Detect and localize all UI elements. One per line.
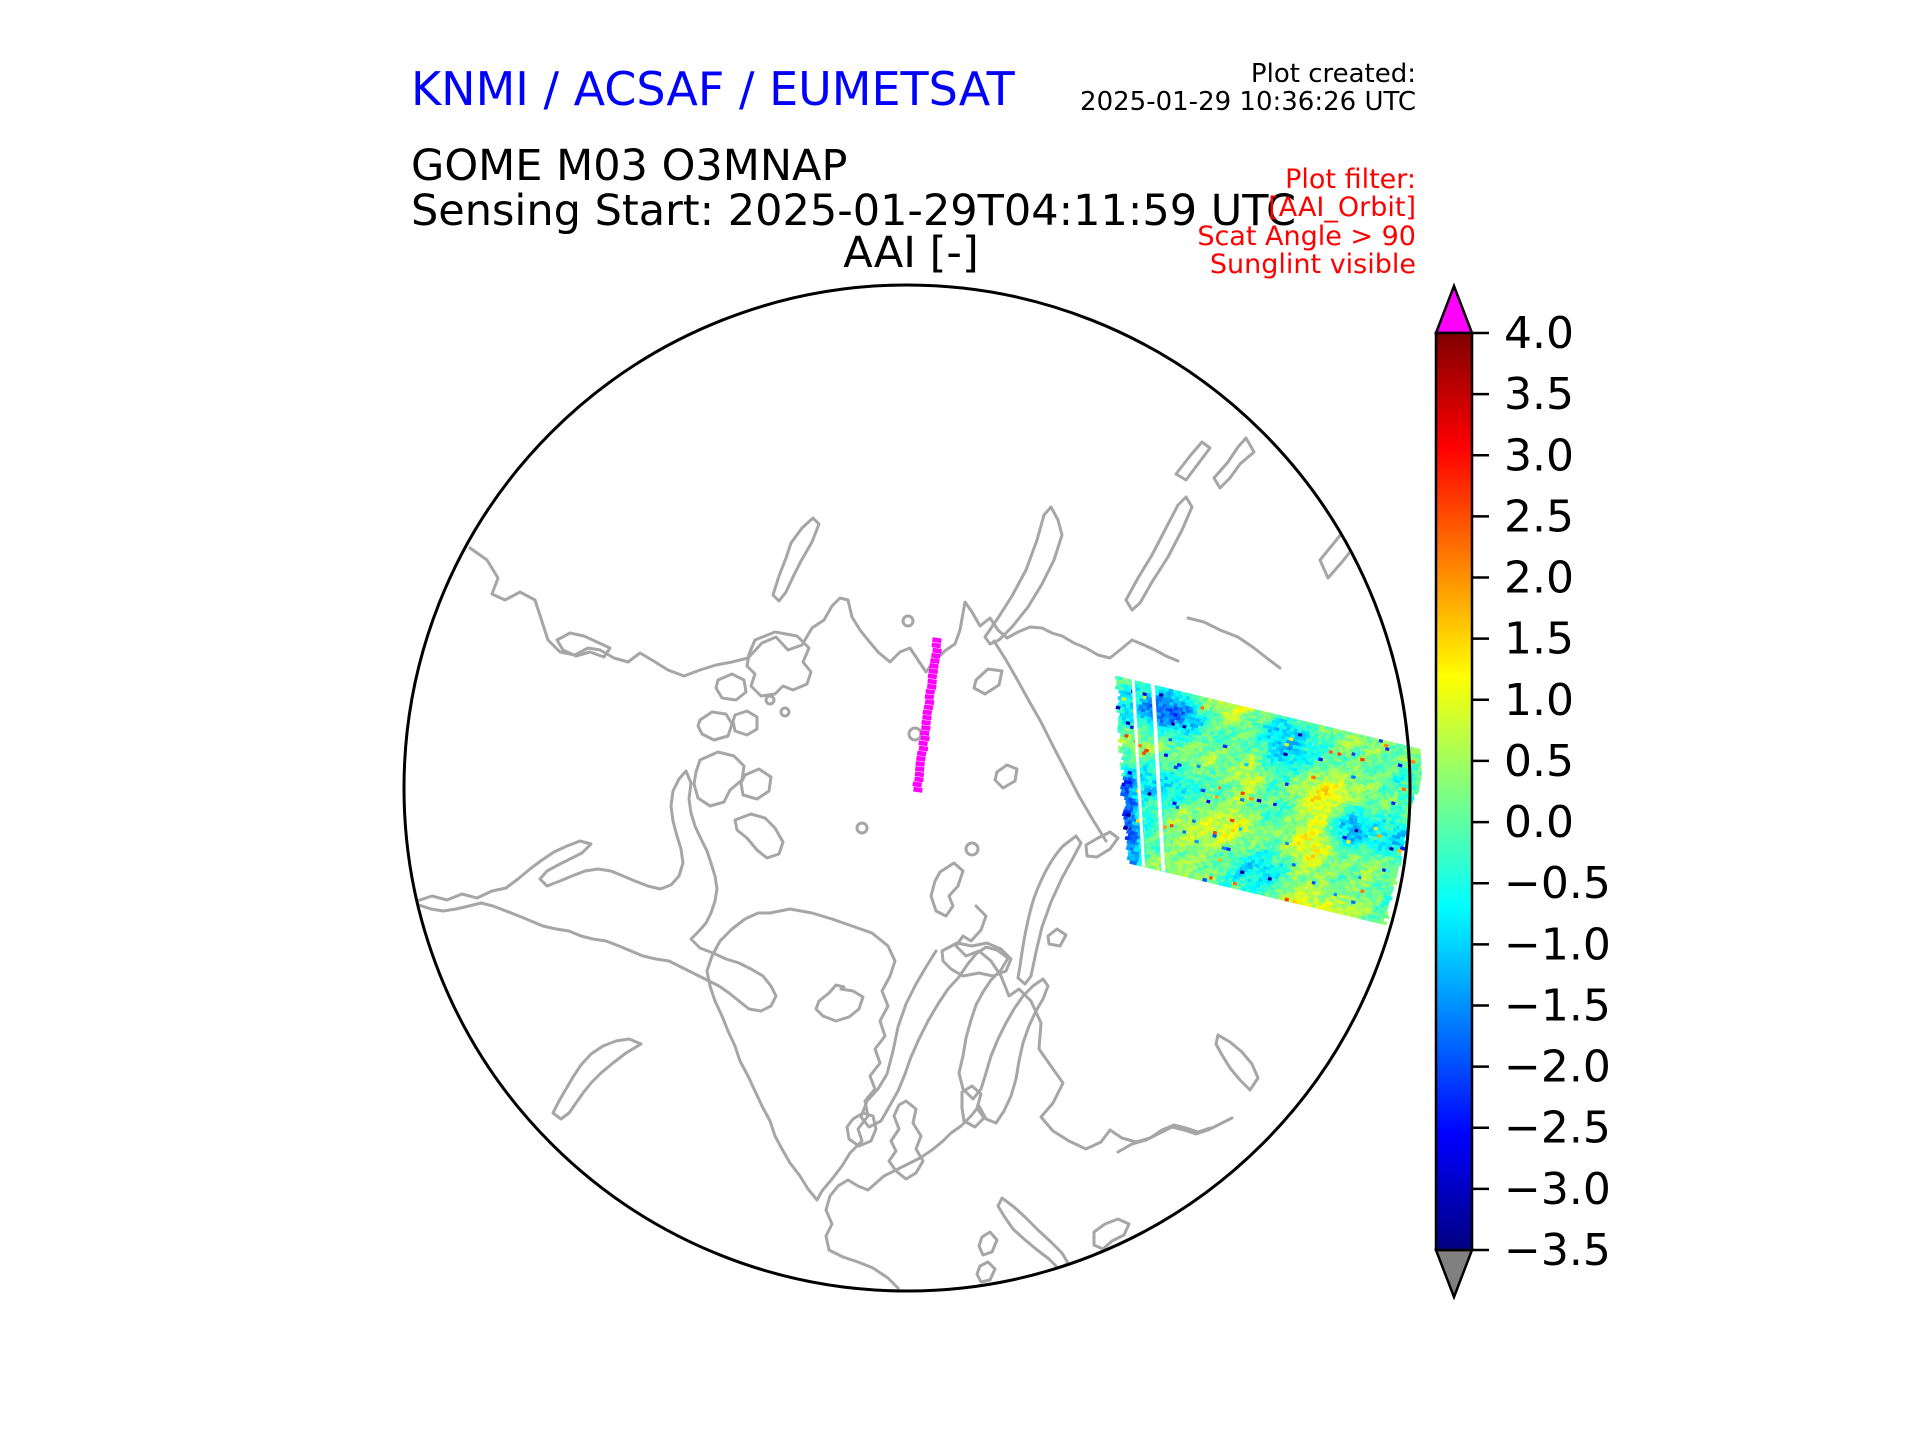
- colorbar-tick-label: −3.0: [1504, 1164, 1611, 1215]
- coastline-labrador: [551, 1037, 643, 1121]
- colorbar-gradient-bar: [1434, 331, 1474, 1252]
- coastline-archipelago-7: [733, 812, 785, 860]
- coastline-corsica: [977, 1230, 999, 1257]
- colorbar-tick-label: −2.5: [1504, 1103, 1611, 1154]
- colorbar-ticks: 4.0 3.5 3.0 2.5 2.0 1.5 1.0 0.5 0.0 −0.5 −1.0 −1.5 −…: [1472, 308, 1611, 1276]
- swath-gap-line: [1150, 681, 1166, 872]
- coastline-archipelago-5: [692, 750, 746, 808]
- filter-line: [AAI_Orbit]: [1268, 192, 1416, 224]
- coastline-scandinavia: [859, 945, 1050, 1143]
- coastline-archipelago-4: [731, 709, 759, 737]
- colorbar: 4.0 3.5 3.0 2.5 2.0 1.5 1.0 0.5 0.0 −0.5 −1.0 −1.5 −…: [1434, 282, 1611, 1301]
- colorbar-tick-label: 4.0: [1504, 308, 1574, 359]
- coastline-iceland: [814, 983, 865, 1023]
- coastline-black-sea: [1116, 1116, 1234, 1154]
- filter-line: Scat Angle > 90: [1197, 220, 1416, 252]
- small-island-icon: [907, 726, 923, 742]
- coastline-novaya-zemlya-south: [1016, 834, 1083, 986]
- coastline-strait-1: [1124, 495, 1194, 612]
- coastline-chukotka: [983, 505, 1064, 646]
- product-title: GOME M03 O3MNAP: [411, 141, 848, 191]
- colorbar-tick-label: −3.5: [1504, 1225, 1611, 1276]
- coastline-island-b: [993, 763, 1019, 790]
- coastline-balkans: [1092, 1217, 1131, 1251]
- coastline-northeast-edge: [1318, 484, 1392, 580]
- coastline-archipelago-6: [739, 767, 773, 801]
- plot-created-time: 2025-01-29 10:36:26 UTC: [1080, 87, 1416, 118]
- coastline-north-america: [415, 769, 778, 1013]
- plot-created-block: Plot created: 2025-01-29 10:36:26 UTC: [1080, 60, 1416, 116]
- aai-data-swath: [1114, 675, 1422, 926]
- coastline-island-a: [972, 667, 1004, 696]
- small-island-icon: [855, 821, 869, 835]
- small-island-icon: [764, 694, 776, 706]
- coastline-archipelago-1: [745, 630, 813, 698]
- map-title: AAI [-]: [843, 228, 979, 278]
- colorbar-over-arrow: [1434, 282, 1474, 335]
- coastline-great-britain: [887, 1099, 925, 1181]
- map-boundary-circle: [402, 283, 1412, 1293]
- small-island-icon: [779, 706, 791, 718]
- coastline-russia-south: [954, 904, 1212, 1151]
- filter-line: Plot filter:: [1285, 164, 1416, 195]
- organization-title: KNMI / ACSAF / EUMETSAT: [411, 62, 1015, 116]
- coastline-archipelago-3: [696, 710, 734, 742]
- filter-line: Sunglint visible: [1209, 249, 1416, 281]
- colorbar-tick-label: 2.0: [1504, 553, 1574, 604]
- colorbar-tick-label: −2.0: [1504, 1042, 1611, 1093]
- colorbar-tick-label: 2.5: [1504, 491, 1574, 542]
- colorbar-tick-label: −1.0: [1504, 919, 1611, 970]
- coastline-kara: [992, 639, 1108, 843]
- coastline-vaygach: [1046, 927, 1068, 948]
- colorbar-tick-label: 3.5: [1504, 369, 1574, 420]
- plot-created-label: Plot created:: [1250, 59, 1416, 89]
- coastline-yamal: [1214, 1033, 1260, 1092]
- plot-filter-block: Plot filter: [AAI_Orbit] Scat Angle > 90 Su…: [1197, 164, 1416, 281]
- saturated-track-streak: [912, 637, 942, 793]
- coastline-kolguyev: [964, 841, 980, 857]
- coastline-archipelago-2: [714, 672, 748, 702]
- swath-gap-line: [1131, 676, 1146, 867]
- coastline-east-shore: [1186, 616, 1282, 670]
- coastline-strait-2: [1174, 440, 1212, 482]
- colorbar-tick-label: 3.0: [1504, 430, 1574, 481]
- coastline-greenland: [705, 907, 897, 1202]
- coastline-kanin: [929, 861, 965, 918]
- colorbar-tick-label: −0.5: [1504, 858, 1611, 909]
- coastline-strait-3: [1212, 436, 1256, 490]
- colorbar-tick-label: 1.5: [1504, 614, 1574, 665]
- coastline-lagoon: [555, 631, 612, 659]
- sensing-start-label: Sensing Start: 2025-01-29T04:11:59 UTC: [411, 186, 1296, 236]
- small-island-icon: [901, 614, 915, 628]
- colorbar-tick-label: 1.0: [1504, 675, 1574, 726]
- coastline-kola: [940, 941, 1013, 978]
- coastline-europe-main: [824, 1139, 945, 1290]
- coastline-novaya-zemlya-north: [1084, 830, 1120, 859]
- coastline-sardinia: [975, 1260, 997, 1284]
- colorbar-tick-label: −1.5: [1504, 980, 1611, 1031]
- coastline-wrangel: [771, 516, 821, 603]
- colorbar-under-arrow: [1434, 1248, 1474, 1301]
- coastline-italy: [996, 1196, 1070, 1271]
- coastline-denmark: [960, 1084, 986, 1129]
- colorbar-tick-label: 0.5: [1504, 736, 1574, 787]
- colorbar-tick-label: 0.0: [1504, 797, 1574, 848]
- coastline-arctic-north: [468, 546, 1180, 678]
